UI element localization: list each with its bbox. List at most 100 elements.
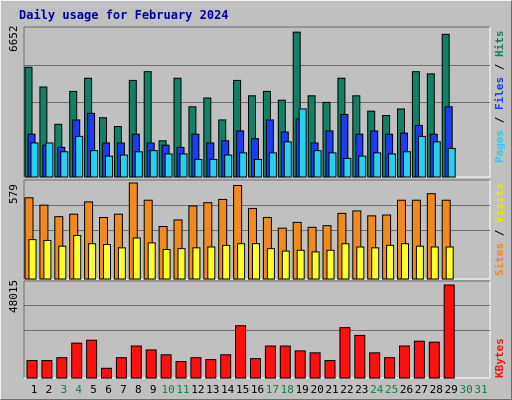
pages-bar bbox=[179, 153, 188, 178]
sites-bar bbox=[326, 249, 335, 280]
sites-bar bbox=[117, 247, 126, 280]
visits-side-legend: Sites / Visits bbox=[493, 183, 506, 276]
kbytes-bar bbox=[86, 339, 98, 379]
kbytes-bar bbox=[294, 350, 306, 379]
day-label: 28 bbox=[430, 383, 443, 396]
visits-y-max-label: 579 bbox=[7, 184, 20, 204]
day-label: 10 bbox=[161, 383, 174, 396]
pages-bar bbox=[224, 154, 233, 178]
day-label: 11 bbox=[176, 383, 189, 396]
day-label: 23 bbox=[355, 383, 368, 396]
day-label: 12 bbox=[191, 383, 204, 396]
pages-bar bbox=[313, 150, 322, 178]
kbytes-bar bbox=[339, 327, 351, 379]
pages-bar bbox=[149, 150, 158, 178]
pages-bar bbox=[268, 152, 277, 178]
kbytes-bar bbox=[145, 349, 157, 379]
svg-text:KBytes: KBytes bbox=[493, 338, 506, 378]
kbytes-bar bbox=[175, 361, 187, 379]
sites-bar bbox=[252, 243, 260, 280]
pages-bar bbox=[254, 158, 262, 178]
kbytes-bar bbox=[71, 342, 83, 379]
day-label: 17 bbox=[266, 383, 279, 396]
kbytes-bar bbox=[309, 352, 321, 379]
sites-bar bbox=[132, 237, 141, 280]
kbytes-side-legend: KBytes bbox=[493, 338, 506, 378]
legend-visits: Visits bbox=[493, 183, 506, 223]
kbytes-bar bbox=[220, 354, 232, 379]
kbytes-bar bbox=[130, 345, 142, 379]
sites-bar bbox=[356, 246, 365, 280]
day-label: 5 bbox=[90, 383, 97, 396]
sites-bar bbox=[266, 248, 275, 280]
day-label: 29 bbox=[445, 383, 458, 396]
day-label: 15 bbox=[236, 383, 249, 396]
pages-bar bbox=[119, 154, 128, 178]
kbytes-panel bbox=[23, 280, 491, 379]
sites-bar bbox=[147, 242, 156, 280]
kbytes-bar bbox=[101, 367, 112, 379]
pages-bar bbox=[417, 135, 426, 178]
kbytes-y-max-label: 48015 bbox=[7, 280, 20, 313]
sites-bar bbox=[386, 244, 395, 280]
kbytes-bar bbox=[115, 357, 127, 379]
sites-bar bbox=[311, 251, 320, 280]
pages-bar bbox=[239, 152, 248, 178]
sites-bar bbox=[445, 246, 454, 280]
sites-bar bbox=[28, 239, 37, 280]
pages-bar bbox=[373, 152, 382, 178]
day-axis: 1 2 3 4 5 6 7 8 9 10 11 12 13 14 15 16 17 18 19 20 21 22 23 24 2… bbox=[31, 383, 488, 396]
chart-title: Daily usage for February 2024 bbox=[19, 8, 229, 22]
sites-bar bbox=[73, 235, 82, 280]
kbytes-bar bbox=[413, 340, 425, 379]
kbytes-bar bbox=[324, 360, 336, 379]
sites-bar bbox=[177, 248, 186, 280]
pages-bar bbox=[75, 135, 84, 178]
day-label: 3 bbox=[60, 383, 67, 396]
day-label: 9 bbox=[150, 383, 157, 396]
day-label: 8 bbox=[135, 383, 142, 396]
legend-files: Files bbox=[493, 77, 506, 110]
sites-bar bbox=[43, 239, 52, 280]
day-label: 30 bbox=[459, 383, 472, 396]
kbytes-bar bbox=[279, 345, 291, 379]
day-label: 2 bbox=[46, 383, 53, 396]
day-label: 27 bbox=[415, 383, 428, 396]
kbytes-bar bbox=[160, 354, 172, 379]
sites-bar bbox=[430, 246, 439, 280]
sites-bar bbox=[281, 250, 290, 280]
day-label: 16 bbox=[251, 383, 264, 396]
visits-sites-panel bbox=[23, 179, 491, 280]
day-label: 7 bbox=[120, 383, 127, 396]
pages-bar bbox=[403, 151, 411, 178]
day-label: 4 bbox=[75, 383, 82, 396]
legend-sites: Sites bbox=[493, 243, 506, 276]
day-label: 18 bbox=[281, 383, 294, 396]
day-label: 31 bbox=[474, 383, 487, 396]
pages-bar bbox=[358, 155, 367, 178]
kbytes-bar bbox=[384, 357, 396, 379]
svg-text:Sites / Visits: Sites / Visits bbox=[493, 183, 506, 276]
kbytes-bar bbox=[428, 341, 440, 379]
pages-bar bbox=[328, 152, 337, 178]
sites-bar bbox=[415, 245, 424, 280]
day-label: 24 bbox=[370, 383, 384, 396]
svg-text:Pages / Files / Hits: Pages / Files / Hits bbox=[493, 31, 506, 164]
sites-bar bbox=[401, 243, 409, 280]
pages-bar bbox=[45, 142, 54, 178]
day-label: 25 bbox=[385, 383, 398, 396]
sites-bar bbox=[341, 243, 350, 280]
kbytes-bar bbox=[56, 357, 68, 379]
pages-bar bbox=[447, 147, 456, 178]
kbytes-bar bbox=[264, 345, 276, 379]
sites-bar bbox=[371, 247, 380, 280]
legend-kbytes: KBytes bbox=[493, 338, 506, 378]
day-label: 20 bbox=[310, 383, 323, 396]
day-label: 26 bbox=[400, 383, 413, 396]
hits-y-max-label: 6652 bbox=[7, 26, 20, 53]
day-label: 1 bbox=[31, 383, 38, 396]
hits-files-pages-panel bbox=[23, 26, 491, 178]
kbytes-bar bbox=[443, 284, 455, 379]
pages-bar bbox=[388, 153, 397, 178]
kbytes-bar bbox=[250, 358, 261, 379]
